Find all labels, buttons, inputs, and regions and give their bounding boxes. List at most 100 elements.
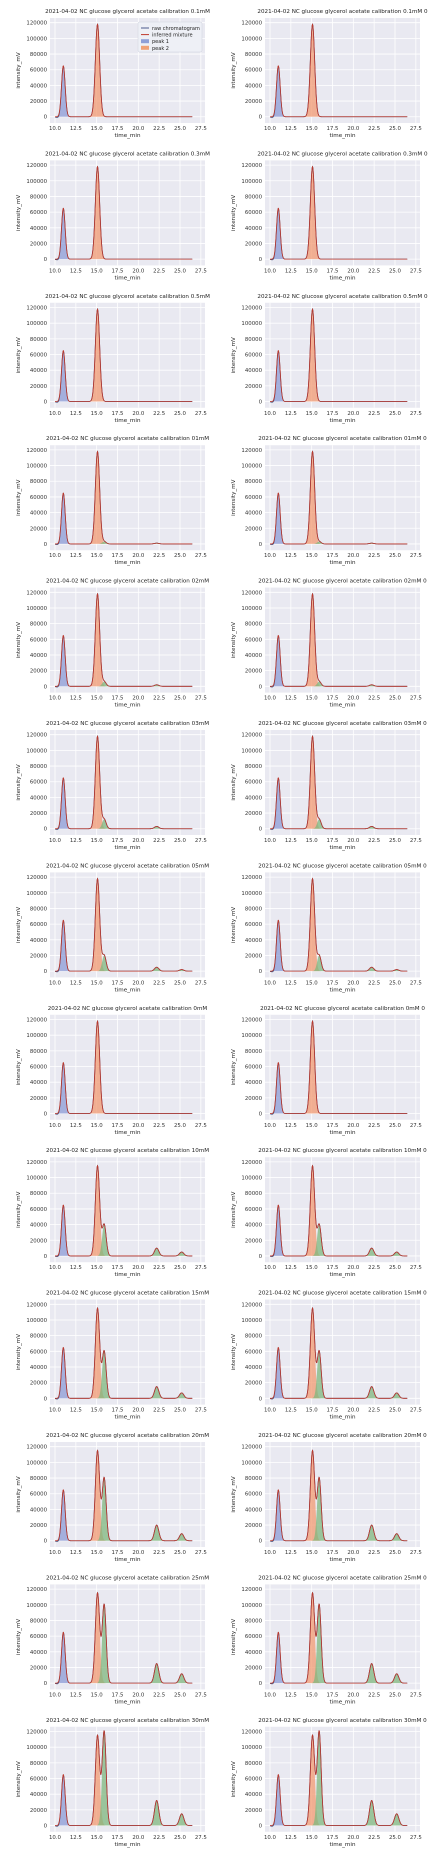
x-tick-label: 25.0 <box>174 838 187 844</box>
y-tick-label: 20000 <box>245 1381 263 1387</box>
peak-area <box>363 1525 381 1541</box>
y-tick-label: 20000 <box>30 669 48 675</box>
y-tick-label: 0 <box>259 400 263 406</box>
y-tick-label: 100000 <box>26 891 47 897</box>
x-tick-label: 10.0 <box>49 1835 62 1841</box>
peak-area <box>148 826 166 829</box>
y-axis-label: intensity_mV <box>231 1191 237 1227</box>
plot-area <box>265 1014 420 1120</box>
y-tick-label: 20000 <box>245 669 263 675</box>
x-tick-label: 10.0 <box>264 411 277 417</box>
y-tick-label: 20000 <box>245 811 263 817</box>
x-tick-label: 25.0 <box>389 1550 402 1556</box>
peak-area <box>311 955 328 972</box>
x-tick-label: 27.5 <box>410 411 422 417</box>
x-tick-label: 12.5 <box>285 1835 297 1841</box>
x-tick-label: 10.0 <box>264 126 277 132</box>
x-tick-label: 17.5 <box>326 268 338 274</box>
y-tick-label: 20000 <box>30 1238 48 1244</box>
x-tick-label: 22.5 <box>153 1265 165 1271</box>
inferred-mixture-line <box>270 1020 408 1114</box>
inferred-mixture-line <box>54 450 193 545</box>
x-tick-label: 12.5 <box>70 1408 82 1414</box>
peak-area <box>311 1478 328 1541</box>
y-tick-label: 80000 <box>30 622 48 628</box>
x-tick-label: 15.0 <box>91 1835 104 1841</box>
y-tick-label: 0 <box>44 1539 48 1545</box>
x-tick-label: 10.0 <box>49 838 62 844</box>
peak-area <box>271 1347 286 1399</box>
x-tick-label: 10.0 <box>49 1265 62 1271</box>
y-tick-label: 120000 <box>241 875 262 881</box>
peak-area <box>56 350 71 402</box>
peak-area <box>303 309 322 402</box>
y-axis-label: intensity_mV <box>231 1619 237 1655</box>
x-axis-label: time_min <box>115 133 141 139</box>
chart-panel: 2021-04-02 NC glucose glycerol acetate c… <box>16 1433 209 1563</box>
x-tick-label: 17.5 <box>111 696 123 702</box>
x-tick-label: 10.0 <box>264 838 277 844</box>
inferred-mixture-line <box>54 592 193 687</box>
x-tick-label: 25.0 <box>174 1692 187 1698</box>
x-tick-label: 12.5 <box>70 980 82 986</box>
y-axis-label: intensity_mV <box>231 337 237 373</box>
x-tick-label: 22.5 <box>153 838 165 844</box>
y-tick-label: 0 <box>44 1824 48 1830</box>
x-tick-label: 12.5 <box>70 553 82 559</box>
peak-area <box>173 969 191 972</box>
x-tick-label: 25.0 <box>174 980 187 986</box>
x-axis-label: time_min <box>330 1557 356 1563</box>
peak-area <box>56 65 71 117</box>
y-axis-label: intensity_mV <box>16 337 22 373</box>
x-tick-label: 22.5 <box>153 1123 165 1129</box>
x-tick-label: 20.0 <box>347 1692 360 1698</box>
x-tick-label: 12.5 <box>70 1550 82 1556</box>
chart-panel: 2021-04-02 NC glucose glycerol acetate c… <box>231 436 427 566</box>
x-tick-label: 27.5 <box>195 268 207 274</box>
y-axis-label: intensity_mV <box>231 1761 237 1797</box>
y-tick-label: 0 <box>44 1396 48 1402</box>
x-tick-label: 20.0 <box>347 126 360 132</box>
y-tick-label: 100000 <box>26 1460 47 1466</box>
x-tick-label: 22.5 <box>368 980 380 986</box>
x-tick-label: 27.5 <box>195 553 207 559</box>
peak-area <box>363 826 381 829</box>
inferred-mixture-line <box>270 1164 408 1257</box>
x-tick-label: 20.0 <box>347 696 360 702</box>
x-tick-label: 15.0 <box>306 1408 319 1414</box>
x-tick-label: 15.0 <box>91 838 104 844</box>
chart-title: 2021-04-02 NC glucose glycerol acetate c… <box>258 1291 427 1297</box>
x-tick-label: 22.5 <box>153 1408 165 1414</box>
x-tick-label: 10.0 <box>49 268 62 274</box>
x-axis-label: time_min <box>330 1272 356 1278</box>
x-tick-label: 15.0 <box>306 980 319 986</box>
y-tick-label: 20000 <box>245 1665 263 1671</box>
peak-area <box>271 1489 286 1541</box>
x-tick-label: 15.0 <box>306 1123 319 1129</box>
y-tick-label: 20000 <box>30 1523 48 1529</box>
peak-area <box>56 208 71 260</box>
x-tick-label: 22.5 <box>153 553 165 559</box>
chart-panel: 2021-04-02 NC glucose glycerol acetate c… <box>231 151 428 281</box>
peak-area <box>96 1604 113 1684</box>
inferred-mixture-line <box>54 735 193 830</box>
y-axis-label: intensity_mV <box>16 1619 22 1655</box>
x-tick-label: 15.0 <box>306 1265 319 1271</box>
peak-area <box>271 492 286 544</box>
y-axis-label: intensity_mV <box>231 479 237 515</box>
y-tick-label: 120000 <box>26 448 47 454</box>
peak-area <box>363 1663 381 1684</box>
y-tick-label: 40000 <box>245 938 263 944</box>
plot-area <box>265 18 420 123</box>
x-tick-label: 27.5 <box>410 1692 422 1698</box>
x-tick-label: 12.5 <box>285 1408 297 1414</box>
y-axis-label: intensity_mV <box>231 52 237 88</box>
x-tick-label: 12.5 <box>70 1692 82 1698</box>
y-tick-label: 100000 <box>241 1033 262 1039</box>
peak-area <box>311 819 328 829</box>
y-axis-label: intensity_mV <box>231 1334 237 1370</box>
y-tick-label: 40000 <box>30 1365 48 1371</box>
peak-area <box>388 1533 406 1541</box>
x-tick-label: 20.0 <box>347 1408 360 1414</box>
inferred-mixture-line <box>55 1020 193 1114</box>
